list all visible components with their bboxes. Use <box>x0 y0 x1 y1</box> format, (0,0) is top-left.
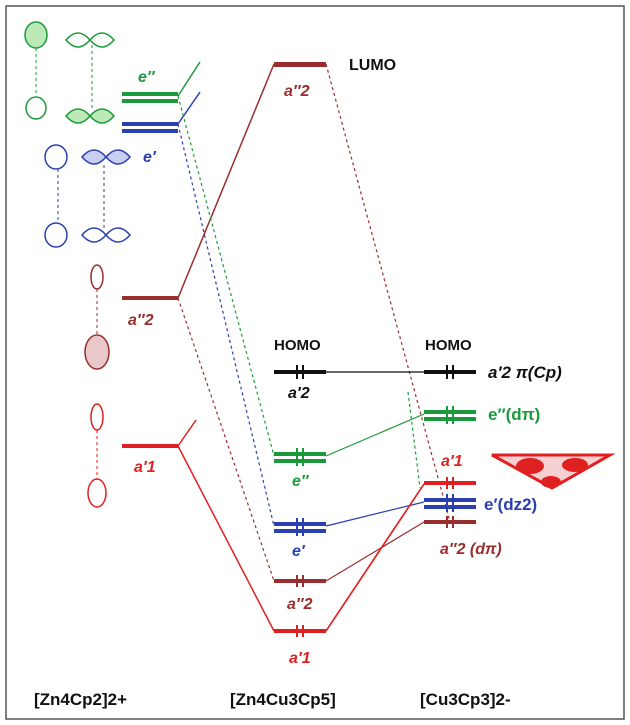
red-triangle-orbital-icon <box>491 453 616 490</box>
stub-e-pp <box>177 61 201 97</box>
right-level-e-p-2 <box>424 505 476 509</box>
maroon-p-orbital-icon <box>84 264 110 370</box>
left-level-e-p-2 <box>122 129 178 133</box>
line-epp-epp <box>177 95 275 457</box>
right-label-e-pp-dpi: e″(dπ) <box>488 405 540 424</box>
blue-d-orbital-icon <box>44 144 131 248</box>
mid-level-e-pp-2 <box>274 459 326 463</box>
column-label-middle: [Zn4Cu3Cp5] <box>230 690 336 709</box>
mid-label-a2pp: a″2 <box>287 596 313 613</box>
mid-level-e-pp-1 <box>274 452 326 456</box>
left-level-e-pp-2 <box>122 99 178 103</box>
mid-label-homo-sym: a′2 <box>288 385 310 402</box>
mid-label-a1p: a′1 <box>289 650 311 667</box>
mid-level-e-p-2 <box>274 529 326 533</box>
red-s-orbital-icon <box>87 403 107 508</box>
column-label-left: [Zn4Cp2]2+ <box>34 690 127 709</box>
right-label-homo: HOMO <box>425 337 472 354</box>
left-level-a1p <box>122 444 178 448</box>
left-level-a2pp <box>122 296 178 300</box>
mid-level-a2pp <box>274 579 326 583</box>
line-a1-a1 <box>177 445 275 632</box>
mid-label-lumo: LUMO <box>349 57 396 74</box>
mid-level-lumo <box>274 62 326 67</box>
line-epp-dash <box>407 391 421 489</box>
mid-level-homo <box>274 370 326 374</box>
line-ep-right <box>325 501 425 527</box>
mid-label-e-p: e′ <box>292 543 306 560</box>
line-a2pp-lumo <box>177 63 275 299</box>
mid-homo-electrons <box>296 365 304 379</box>
column-label-right: [Cu3Cp3]2- <box>420 690 511 709</box>
right-level-e-pp-2 <box>424 417 476 421</box>
diagram-frame <box>5 5 625 720</box>
green-d-orbital-icon <box>24 21 115 124</box>
right-level-a2pp <box>424 520 476 524</box>
right-label-a2pp-dpi: a″2 (dπ) <box>440 541 502 558</box>
right-label-a2p-pi: a′2 π(Cp) <box>488 363 562 382</box>
mid-label-homo: HOMO <box>274 337 321 354</box>
left-label-a2pp: a″2 <box>128 312 154 329</box>
right-level-e-p-1 <box>424 498 476 502</box>
left-label-e-p: e′ <box>143 149 157 166</box>
stub-e-p <box>177 91 201 125</box>
right-level-a1p <box>424 481 476 485</box>
right-level-homo <box>424 370 476 374</box>
mid-level-a1p <box>274 629 326 633</box>
right-level-e-pp-1 <box>424 410 476 414</box>
mid-label-lumo-sym: a″2 <box>284 83 310 100</box>
left-level-e-p-1 <box>122 122 178 126</box>
line-epp-right <box>325 413 425 457</box>
line-a2pp-right <box>325 521 425 582</box>
line-lumo-right <box>325 63 451 523</box>
mid-level-e-p-1 <box>274 522 326 526</box>
left-level-e-pp-1 <box>122 92 178 96</box>
left-label-a1p: a′1 <box>134 459 156 476</box>
left-label-e-pp: e″ <box>138 69 156 86</box>
stub-a1 <box>177 419 197 447</box>
right-label-a1p: a′1 <box>441 453 463 470</box>
mid-label-e-pp: e″ <box>292 473 310 490</box>
right-label-e-p-dz2: e′(dz2) <box>484 495 537 514</box>
line-a2pp-a2pp <box>177 297 275 582</box>
line-ep-ep <box>177 123 275 527</box>
